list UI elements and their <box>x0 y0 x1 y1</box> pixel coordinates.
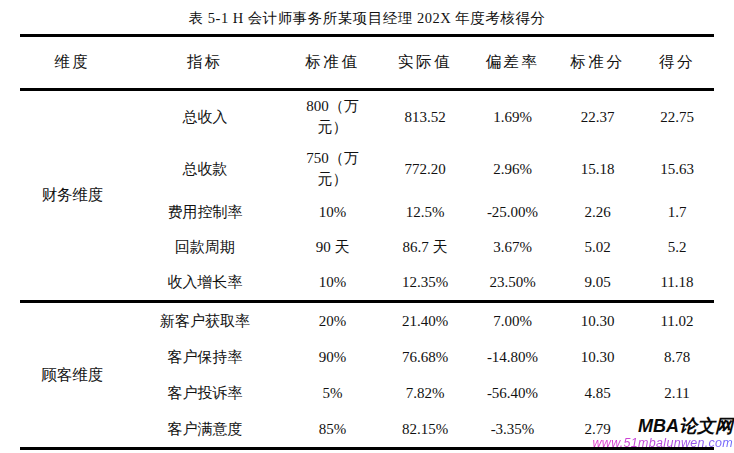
col-header-actual-value: 实际值 <box>380 36 470 90</box>
cell-score: 11.18 <box>640 265 714 302</box>
cell-actual-value: 12.5% <box>380 195 470 230</box>
col-header-standard-value: 标准值 <box>285 36 380 90</box>
cell-standard-value: 85% <box>285 411 380 449</box>
cell-standard-value: 10% <box>285 195 380 230</box>
assessment-score-table: 维度 指标 标准值 实际值 偏差率 标准分 得分 财务维度 总收入 800（万元… <box>20 34 714 450</box>
cell-standard-score: 4.85 <box>555 375 640 411</box>
cell-deviation-rate: 23.50% <box>470 265 555 302</box>
cell-standard-value: 750（万元） <box>285 143 380 195</box>
cell-deviation-rate: -25.00% <box>470 195 555 230</box>
table-row: 回款周期 90 天 86.7 天 3.67% 5.02 5.2 <box>20 230 714 265</box>
cell-deviation-rate: -56.40% <box>470 375 555 411</box>
cell-actual-value: 12.35% <box>380 265 470 302</box>
cell-deviation-rate: 7.00% <box>470 302 555 340</box>
standard-value-text: 800（万元） <box>301 96 365 138</box>
cell-actual-value: 772.20 <box>380 143 470 195</box>
cell-indicator: 回款周期 <box>125 230 285 265</box>
watermark: MBA论文网 www.51mbalunwen.com <box>593 417 733 451</box>
cell-actual-value: 7.82% <box>380 375 470 411</box>
cell-score: 11.02 <box>640 302 714 340</box>
table-row: 客户投诉率 5% 7.82% -56.40% 4.85 2.11 <box>20 375 714 411</box>
cell-actual-value: 21.40% <box>380 302 470 340</box>
col-header-indicator: 指标 <box>125 36 285 90</box>
col-header-score: 得分 <box>640 36 714 90</box>
cell-standard-score: 2.26 <box>555 195 640 230</box>
cell-score: 1.7 <box>640 195 714 230</box>
cell-indicator: 总收款 <box>125 143 285 195</box>
cell-standard-value: 90 天 <box>285 230 380 265</box>
table-row: 顾客维度 新客户获取率 20% 21.40% 7.00% 10.30 11.02 <box>20 302 714 340</box>
cell-indicator: 总收入 <box>125 90 285 144</box>
cell-deviation-rate: 2.96% <box>470 143 555 195</box>
cell-indicator: 客户保持率 <box>125 339 285 375</box>
cell-standard-score: 10.30 <box>555 302 640 340</box>
cell-standard-value: 90% <box>285 339 380 375</box>
cell-actual-value: 82.15% <box>380 411 470 449</box>
cell-standard-score: 9.05 <box>555 265 640 302</box>
cell-standard-value: 20% <box>285 302 380 340</box>
cell-indicator: 新客户获取率 <box>125 302 285 340</box>
watermark-url-text: www.51mbalunwen.com <box>593 437 733 451</box>
cell-deviation-rate: -3.35% <box>470 411 555 449</box>
dimension-cell-financial: 财务维度 <box>20 90 125 302</box>
table-row: 费用控制率 10% 12.5% -25.00% 2.26 1.7 <box>20 195 714 230</box>
cell-standard-score: 15.18 <box>555 143 640 195</box>
cell-indicator: 客户投诉率 <box>125 375 285 411</box>
cell-standard-value: 10% <box>285 265 380 302</box>
header-row: 维度 指标 标准值 实际值 偏差率 标准分 得分 <box>20 36 714 90</box>
cell-score: 8.78 <box>640 339 714 375</box>
cell-actual-value: 813.52 <box>380 90 470 144</box>
cell-standard-score: 5.02 <box>555 230 640 265</box>
cell-deviation-rate: 3.67% <box>470 230 555 265</box>
cell-indicator: 费用控制率 <box>125 195 285 230</box>
watermark-brand-text: MBA论文网 <box>593 417 733 437</box>
standard-value-text: 750（万元） <box>301 148 365 190</box>
table-row: 财务维度 总收入 800（万元） 813.52 1.69% 22.37 22.7… <box>20 90 714 144</box>
cell-score: 22.75 <box>640 90 714 144</box>
cell-actual-value: 86.7 天 <box>380 230 470 265</box>
cell-score: 2.11 <box>640 375 714 411</box>
dimension-cell-customer: 顾客维度 <box>20 302 125 449</box>
cell-actual-value: 76.68% <box>380 339 470 375</box>
cell-deviation-rate: -14.80% <box>470 339 555 375</box>
cell-standard-score: 10.30 <box>555 339 640 375</box>
cell-standard-score: 22.37 <box>555 90 640 144</box>
col-header-deviation-rate: 偏差率 <box>470 36 555 90</box>
cell-score: 15.63 <box>640 143 714 195</box>
col-header-standard-score: 标准分 <box>555 36 640 90</box>
table-row: 客户保持率 90% 76.68% -14.80% 10.30 8.78 <box>20 339 714 375</box>
cell-standard-value: 800（万元） <box>285 90 380 144</box>
cell-indicator: 客户满意度 <box>125 411 285 449</box>
cell-indicator: 收入增长率 <box>125 265 285 302</box>
cell-standard-value: 5% <box>285 375 380 411</box>
section-financial: 财务维度 总收入 800（万元） 813.52 1.69% 22.37 22.7… <box>20 90 714 302</box>
table-title: 表 5-1 H 会计师事务所某项目经理 202X 年度考核得分 <box>0 0 734 34</box>
cell-score: 5.2 <box>640 230 714 265</box>
col-header-dimension: 维度 <box>20 36 125 90</box>
table-row: 总收款 750（万元） 772.20 2.96% 15.18 15.63 <box>20 143 714 195</box>
cell-deviation-rate: 1.69% <box>470 90 555 144</box>
table-row: 收入增长率 10% 12.35% 23.50% 9.05 11.18 <box>20 265 714 302</box>
